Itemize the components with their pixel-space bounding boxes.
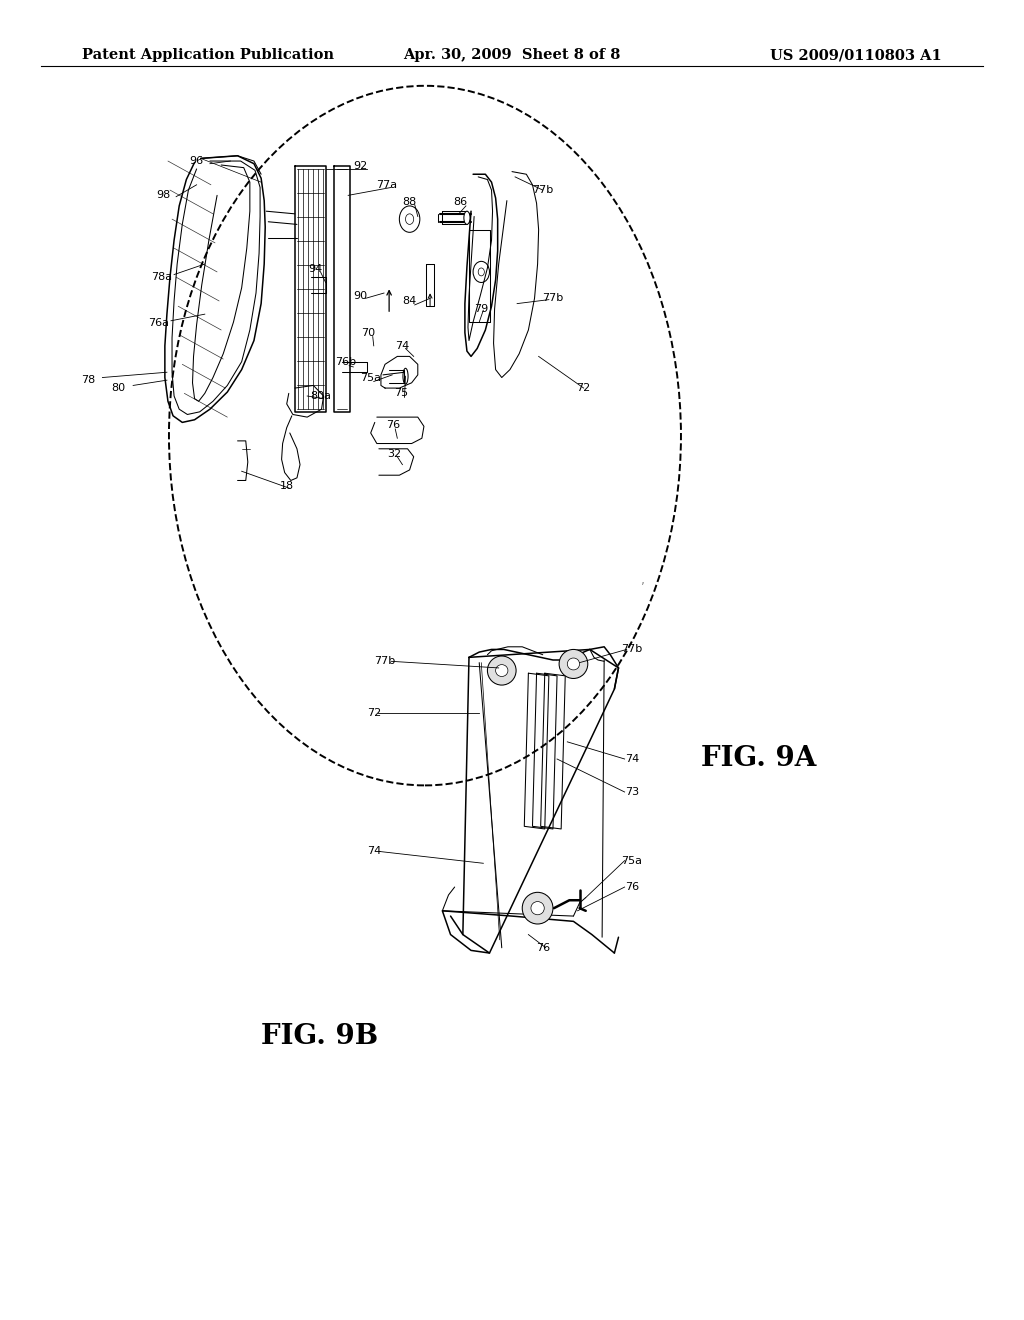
Text: 72: 72 bbox=[367, 708, 381, 718]
Text: FIG. 9A: FIG. 9A bbox=[701, 746, 817, 772]
Text: 78a: 78a bbox=[152, 272, 172, 282]
Text: 76: 76 bbox=[386, 420, 400, 430]
Text: 77b: 77b bbox=[543, 293, 563, 304]
Text: 73: 73 bbox=[625, 787, 639, 797]
Text: 86: 86 bbox=[454, 197, 468, 207]
Text: 94: 94 bbox=[308, 264, 323, 275]
Text: 96: 96 bbox=[189, 156, 204, 166]
Text: FIG. 9B: FIG. 9B bbox=[261, 1023, 378, 1049]
Ellipse shape bbox=[464, 211, 470, 224]
Text: 84: 84 bbox=[402, 296, 417, 306]
Text: 98: 98 bbox=[157, 190, 171, 201]
Text: 74: 74 bbox=[395, 341, 410, 351]
Text: 76a: 76a bbox=[148, 318, 169, 329]
Text: 74: 74 bbox=[625, 754, 639, 764]
Ellipse shape bbox=[496, 665, 508, 677]
Text: 74: 74 bbox=[367, 846, 381, 857]
Text: 90: 90 bbox=[353, 290, 368, 301]
Text: 77b: 77b bbox=[375, 656, 395, 667]
Text: Patent Application Publication: Patent Application Publication bbox=[82, 49, 334, 62]
Text: 75a: 75a bbox=[622, 855, 642, 866]
Text: 18: 18 bbox=[280, 480, 294, 491]
Text: 79: 79 bbox=[474, 304, 488, 314]
Text: 88: 88 bbox=[402, 197, 417, 207]
Text: 92: 92 bbox=[353, 161, 368, 172]
Text: 76b: 76b bbox=[336, 356, 356, 367]
Text: 32: 32 bbox=[387, 449, 401, 459]
Text: 77a: 77a bbox=[377, 180, 397, 190]
Text: 76: 76 bbox=[625, 882, 639, 892]
Text: 70: 70 bbox=[361, 327, 376, 338]
Text: Apr. 30, 2009  Sheet 8 of 8: Apr. 30, 2009 Sheet 8 of 8 bbox=[403, 49, 621, 62]
Text: 75a: 75a bbox=[360, 372, 381, 383]
Text: ,: , bbox=[641, 574, 645, 587]
Ellipse shape bbox=[522, 892, 553, 924]
Ellipse shape bbox=[531, 902, 545, 915]
Text: 77b: 77b bbox=[622, 644, 642, 655]
Text: 80a: 80a bbox=[310, 391, 331, 401]
Text: 80: 80 bbox=[112, 383, 126, 393]
Text: 78: 78 bbox=[81, 375, 95, 385]
Text: 75: 75 bbox=[394, 388, 409, 399]
Text: US 2009/0110803 A1: US 2009/0110803 A1 bbox=[770, 49, 942, 62]
Ellipse shape bbox=[567, 657, 580, 671]
Text: 72: 72 bbox=[577, 383, 591, 393]
Text: 77b: 77b bbox=[532, 185, 553, 195]
Ellipse shape bbox=[487, 656, 516, 685]
Text: 76: 76 bbox=[536, 942, 550, 953]
Ellipse shape bbox=[559, 649, 588, 678]
